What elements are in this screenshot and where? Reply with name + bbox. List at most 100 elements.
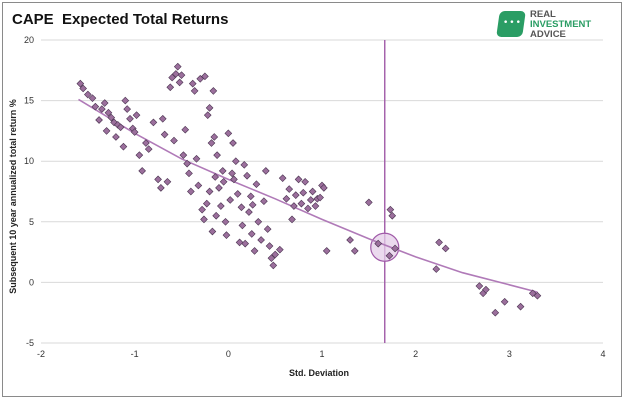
data-point	[250, 247, 259, 255]
data-point	[205, 104, 214, 112]
data-point	[229, 139, 237, 147]
data-point	[533, 291, 542, 300]
data-point	[100, 99, 109, 107]
data-point	[201, 72, 209, 81]
data-point	[500, 297, 509, 306]
data-point	[365, 198, 373, 207]
data-point	[350, 247, 359, 255]
data-point	[207, 139, 216, 147]
data-point	[205, 187, 214, 196]
logo-line-3: ADVICE	[530, 29, 566, 40]
data-point	[212, 211, 220, 220]
logo-line-1: REAL	[530, 9, 556, 20]
data-point	[254, 217, 263, 226]
data-point	[76, 79, 85, 88]
data-point	[320, 184, 328, 192]
y-tick-label: -5	[26, 338, 34, 348]
x-tick-label: -2	[37, 349, 45, 359]
data-point	[121, 96, 130, 105]
data-point	[432, 265, 441, 273]
data-point	[219, 177, 228, 186]
data-point	[238, 221, 247, 230]
data-point	[149, 118, 158, 127]
data-point	[388, 211, 397, 220]
data-point	[202, 199, 211, 208]
x-tick-label: -1	[131, 349, 139, 359]
data-point	[173, 62, 182, 71]
brand-logo: ••• REAL INVESTMENT ADVICE	[496, 8, 616, 40]
data-point	[175, 78, 184, 87]
data-point	[222, 231, 231, 239]
data-point	[491, 308, 500, 317]
data-point	[291, 191, 300, 199]
data-point	[482, 285, 490, 294]
data-point	[230, 175, 238, 184]
data-point	[288, 215, 296, 224]
data-point	[142, 139, 150, 147]
data-point	[172, 70, 180, 78]
data-point	[263, 225, 272, 233]
data-point	[183, 159, 191, 168]
data-point	[192, 154, 201, 163]
data-point	[346, 236, 354, 244]
data-point	[84, 90, 92, 99]
data-point	[267, 254, 276, 262]
data-point	[248, 201, 257, 209]
data-point	[316, 193, 324, 202]
data-point	[213, 151, 221, 159]
y-tick-label: 20	[24, 35, 34, 45]
data-point	[194, 181, 203, 190]
data-point	[200, 215, 208, 224]
data-point	[79, 84, 87, 93]
data-point	[154, 175, 162, 184]
data-point	[299, 188, 308, 197]
data-point	[435, 238, 443, 247]
data-point	[252, 180, 261, 189]
data-point	[228, 169, 236, 178]
data-point	[278, 174, 287, 182]
data-point	[241, 239, 250, 248]
data-point	[306, 196, 315, 204]
data-point	[123, 105, 131, 113]
data-point	[391, 244, 399, 253]
y-tick-label: 15	[24, 96, 34, 106]
data-point	[226, 196, 235, 204]
data-point	[301, 177, 309, 186]
data-point	[237, 203, 246, 212]
data-point	[271, 250, 279, 259]
data-point	[304, 204, 312, 213]
data-point	[126, 114, 134, 123]
data-point	[285, 185, 294, 193]
data-point	[386, 205, 395, 214]
data-point	[188, 79, 197, 88]
y-tick-label: 5	[29, 217, 34, 227]
data-point	[187, 187, 195, 196]
data-point	[190, 87, 199, 95]
data-point	[261, 167, 270, 175]
data-point	[265, 242, 274, 250]
data-point	[160, 130, 169, 139]
x-axis-label: Std. Deviation	[289, 368, 349, 378]
data-point	[441, 244, 450, 253]
data-point	[166, 83, 175, 92]
data-point	[95, 116, 103, 124]
data-point	[257, 236, 265, 244]
data-point	[282, 194, 291, 203]
data-point	[177, 71, 186, 79]
data-point	[98, 105, 106, 113]
logo-dots-icon: •••	[503, 18, 522, 28]
data-point	[144, 145, 153, 153]
data-point	[221, 217, 230, 226]
data-point	[168, 73, 176, 82]
data-point	[132, 111, 141, 119]
data-point	[209, 87, 218, 95]
data-point	[104, 108, 113, 117]
data-point	[119, 142, 128, 151]
data-point	[218, 167, 227, 175]
data-point	[311, 202, 320, 210]
data-point	[260, 197, 268, 206]
data-point	[276, 245, 284, 254]
data-point	[91, 102, 100, 111]
data-point	[130, 128, 139, 136]
